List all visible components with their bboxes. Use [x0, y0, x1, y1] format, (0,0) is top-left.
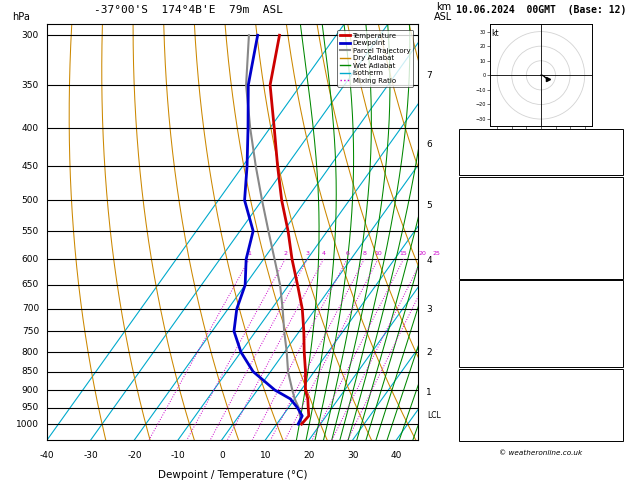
Text: Surface: Surface [523, 180, 559, 189]
Text: 14.9: 14.9 [598, 206, 619, 215]
Text: 2.44: 2.44 [598, 162, 619, 171]
Text: -17: -17 [603, 399, 619, 407]
Text: 45: 45 [608, 147, 619, 156]
Text: 32: 32 [608, 428, 619, 437]
Text: 2: 2 [614, 325, 619, 333]
Text: CIN (J): CIN (J) [463, 265, 499, 275]
Text: LCL: LCL [428, 411, 442, 420]
Text: 329°: 329° [598, 413, 619, 422]
Text: 8: 8 [362, 251, 366, 256]
Text: 700: 700 [22, 304, 39, 313]
Text: 500: 500 [22, 196, 39, 205]
Text: 318: 318 [603, 310, 619, 319]
Text: Temp (°C): Temp (°C) [463, 191, 510, 200]
Text: 750: 750 [22, 327, 39, 336]
Text: -140: -140 [598, 383, 619, 393]
Text: 26: 26 [608, 132, 619, 141]
Text: © weatheronline.co.uk: © weatheronline.co.uk [499, 450, 582, 456]
Text: Dewpoint / Temperature (°C): Dewpoint / Temperature (°C) [158, 470, 308, 480]
Text: 5: 5 [426, 201, 432, 210]
Text: 40: 40 [391, 451, 402, 460]
Text: 6: 6 [426, 140, 432, 149]
Text: -30: -30 [84, 451, 98, 460]
Text: CAPE (J): CAPE (J) [463, 339, 505, 348]
Text: kt: kt [491, 29, 499, 38]
Text: 15.7: 15.7 [598, 191, 619, 200]
Text: 950: 950 [22, 403, 39, 412]
Text: -37°00'S  174°4B'E  79m  ASL: -37°00'S 174°4B'E 79m ASL [94, 4, 282, 15]
Text: 550: 550 [22, 226, 39, 236]
Text: 450: 450 [22, 162, 39, 171]
Text: θₑ (K): θₑ (K) [463, 310, 494, 319]
Text: θₑ(K): θₑ(K) [463, 221, 489, 230]
Text: SREH: SREH [463, 399, 484, 407]
Text: PW (cm): PW (cm) [463, 162, 499, 171]
Text: -40: -40 [40, 451, 55, 460]
Text: 10: 10 [260, 451, 271, 460]
Text: CAPE (J): CAPE (J) [463, 251, 505, 260]
Text: 318: 318 [603, 221, 619, 230]
Text: 1: 1 [247, 251, 251, 256]
Text: Hodograph: Hodograph [517, 372, 565, 381]
Text: 400: 400 [22, 123, 39, 133]
Text: 3: 3 [305, 251, 309, 256]
Text: 350: 350 [22, 81, 39, 89]
Text: 1: 1 [426, 388, 432, 397]
Text: 10.06.2024  00GMT  (Base: 12): 10.06.2024 00GMT (Base: 12) [456, 4, 626, 15]
Text: -20: -20 [127, 451, 142, 460]
Text: 2: 2 [283, 251, 287, 256]
Text: 15: 15 [399, 251, 408, 256]
Text: 850: 850 [22, 367, 39, 376]
Text: EH: EH [463, 383, 474, 393]
Text: K: K [463, 132, 468, 141]
Text: 1000: 1000 [16, 419, 39, 429]
Text: km
ASL: km ASL [434, 2, 453, 22]
Text: 30: 30 [347, 451, 359, 460]
Text: 650: 650 [22, 280, 39, 290]
Text: Totals Totals: Totals Totals [463, 147, 532, 156]
Text: hPa: hPa [13, 12, 30, 22]
Text: 600: 600 [22, 255, 39, 263]
Text: 7: 7 [426, 71, 432, 80]
Text: 4: 4 [426, 256, 432, 265]
Text: 25: 25 [433, 251, 441, 256]
Text: CIN (J): CIN (J) [463, 354, 499, 363]
Text: StmSpd (kt): StmSpd (kt) [463, 428, 521, 437]
Text: Pressure (mb): Pressure (mb) [463, 295, 532, 304]
Text: 19: 19 [608, 251, 619, 260]
Text: 10: 10 [374, 251, 382, 256]
Text: 3: 3 [426, 305, 432, 314]
Text: 4: 4 [321, 251, 326, 256]
Text: StmDir: StmDir [463, 413, 494, 422]
Text: 20: 20 [303, 451, 315, 460]
Text: 1: 1 [614, 354, 619, 363]
Text: 6: 6 [345, 251, 349, 256]
Text: 8: 8 [614, 265, 619, 275]
Text: 800: 800 [22, 347, 39, 357]
Text: 900: 900 [22, 385, 39, 395]
Text: 3: 3 [614, 236, 619, 245]
Text: Most Unstable: Most Unstable [507, 283, 575, 292]
Legend: Temperature, Dewpoint, Parcel Trajectory, Dry Adiabat, Wet Adiabat, Isotherm, Mi: Temperature, Dewpoint, Parcel Trajectory… [337, 30, 413, 87]
Text: 0: 0 [219, 451, 225, 460]
Text: Dewp (°C): Dewp (°C) [463, 206, 510, 215]
Text: 32: 32 [608, 339, 619, 348]
Text: Lifted Index: Lifted Index [463, 236, 526, 245]
Text: -10: -10 [171, 451, 186, 460]
Text: 2: 2 [426, 348, 432, 357]
Text: 975: 975 [603, 295, 619, 304]
Text: Lifted Index: Lifted Index [463, 325, 526, 333]
Text: 20: 20 [418, 251, 426, 256]
Text: 300: 300 [22, 31, 39, 40]
